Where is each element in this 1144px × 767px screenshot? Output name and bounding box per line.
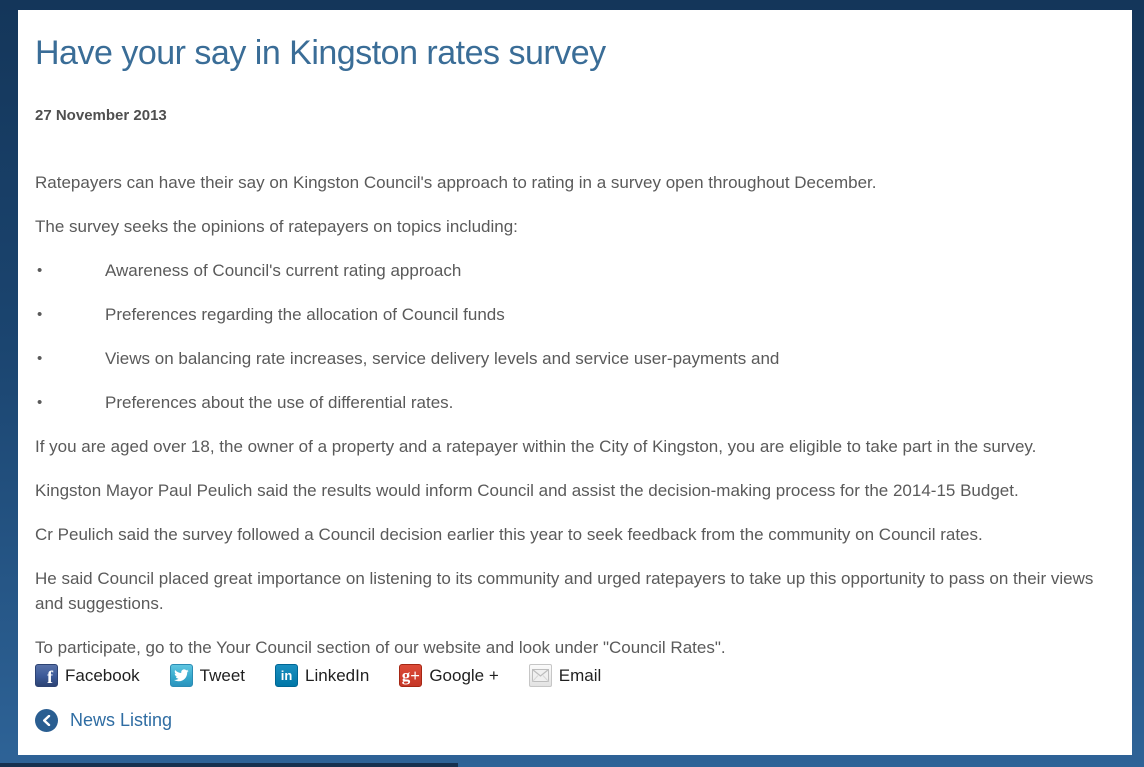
article-paragraph: Cr Peulich said the survey followed a Co… [35, 525, 983, 544]
bullet-marker: • [37, 262, 43, 279]
google-plus-icon: g+ [399, 664, 423, 687]
bullet-marker: • [37, 394, 43, 411]
list-item-text: Preferences about the use of differentia… [105, 393, 454, 412]
share-twitter-label: Tweet [199, 665, 246, 685]
list-item-text: Preferences regarding the allocation of … [105, 305, 505, 324]
article-panel: Have your say in Kingston rates survey 2… [18, 10, 1132, 755]
list-item: • Preferences regarding the allocation o… [35, 302, 1104, 327]
news-listing-label: News Listing [70, 710, 173, 730]
list-item-text: Awareness of Council's current rating ap… [105, 261, 462, 280]
email-envelope-icon [528, 664, 552, 687]
facebook-icon: f [35, 664, 58, 687]
share-facebook-label: Facebook [65, 665, 140, 685]
share-linkedin-label: LinkedIn [305, 665, 370, 685]
share-facebook-button[interactable]: f Facebook [35, 664, 140, 687]
article-paragraph: He said Council placed great importance … [35, 569, 1094, 613]
share-linkedin-button[interactable]: in LinkedIn [275, 664, 369, 687]
share-googleplus-button[interactable]: g+ Google + [399, 664, 499, 687]
share-email-label: Email [558, 665, 602, 685]
article-paragraph: Ratepayers can have their say on Kingsto… [35, 173, 877, 192]
share-email-button[interactable]: Email [528, 664, 602, 687]
linkedin-icon: in [275, 664, 299, 687]
article-date: 27 November 2013 [35, 107, 167, 124]
topic-bullet-list: • Awareness of Council's current rating … [35, 258, 1104, 415]
share-twitter-button[interactable]: Tweet [169, 664, 246, 687]
twitter-bird-icon [169, 664, 193, 687]
list-item: • Awareness of Council's current rating … [35, 258, 1104, 283]
bullet-marker: • [37, 306, 43, 323]
news-listing-link[interactable]: News Listing [35, 709, 172, 732]
article-paragraph: If you are aged over 18, the owner of a … [35, 437, 1037, 456]
article-paragraph: Kingston Mayor Paul Peulich said the res… [35, 481, 1019, 500]
share-googleplus-label: Google + [429, 665, 499, 685]
list-item-text: Views on balancing rate increases, servi… [105, 349, 780, 368]
list-item: • Preferences about the use of different… [35, 390, 1104, 415]
article-paragraph: The survey seeks the opinions of ratepay… [35, 217, 518, 236]
list-item: • Views on balancing rate increases, ser… [35, 346, 1104, 371]
chevron-left-icon [35, 709, 58, 732]
page-title: Have your say in Kingston rates survey [35, 34, 606, 72]
article-paragraph: To participate, go to the Your Council s… [35, 638, 726, 657]
bullet-marker: • [37, 350, 43, 367]
social-share-bar: f Facebook Tweet in LinkedIn g+ Google + [35, 664, 1104, 687]
